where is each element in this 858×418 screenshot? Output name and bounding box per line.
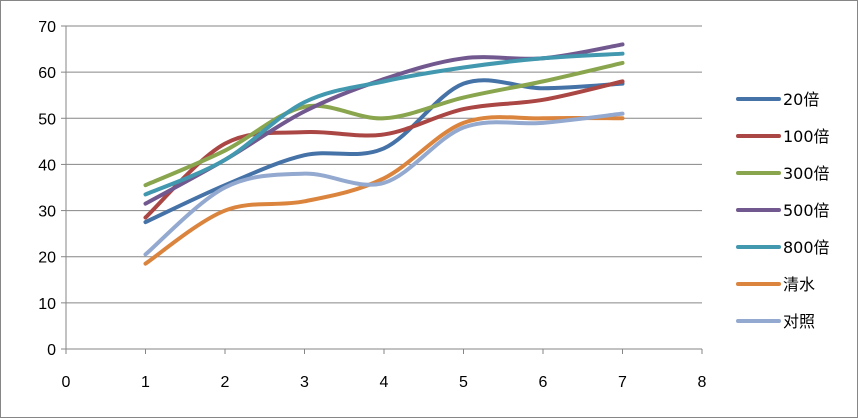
legend-label: 300倍 [783,164,830,183]
legend-label: 对照 [783,312,815,331]
legend-label: 800倍 [783,238,830,257]
x-tick-label: 8 [698,374,707,391]
legend-item: 100倍 [736,127,830,146]
y-tick-label: 0 [47,342,56,359]
y-tick-label: 70 [38,19,56,36]
y-tick-label: 40 [38,157,56,174]
y-tick-label: 60 [38,65,56,82]
x-tick-label: 7 [618,374,627,391]
legend-label: 500倍 [783,201,830,220]
series-lines [143,42,625,266]
x-tick-label: 6 [539,374,548,391]
series-line-7 [143,111,625,257]
legend-item: 300倍 [736,164,830,183]
legend-label: 100倍 [783,127,830,146]
y-tick-label: 30 [38,204,56,221]
x-tick-label: 4 [380,374,389,391]
x-tick-label: 0 [62,374,71,391]
series-line-3 [143,60,625,188]
series-line-6 [143,115,625,266]
series-line-2 [143,79,625,220]
x-tick-label: 1 [141,374,150,391]
legend-item: 800倍 [736,238,830,257]
legend-item: 清水 [736,275,815,294]
series-line-1 [143,78,625,225]
legend-label: 20倍 [783,90,819,109]
y-tick-label: 50 [38,111,56,128]
x-tick-label: 2 [221,374,230,391]
legend-item: 20倍 [736,90,819,109]
x-tick-label: 3 [300,374,309,391]
legend-item: 对照 [736,312,815,331]
legend-item: 500倍 [736,201,830,220]
y-tick-label: 20 [38,250,56,267]
axes: 0 10 20 30 40 50 60 70 0 1 2 3 4 5 6 7 8 [38,19,706,391]
legend-label: 清水 [783,275,815,294]
x-tick-label: 5 [459,374,468,391]
y-tick-label: 10 [38,296,56,313]
series-line-5 [143,51,625,197]
